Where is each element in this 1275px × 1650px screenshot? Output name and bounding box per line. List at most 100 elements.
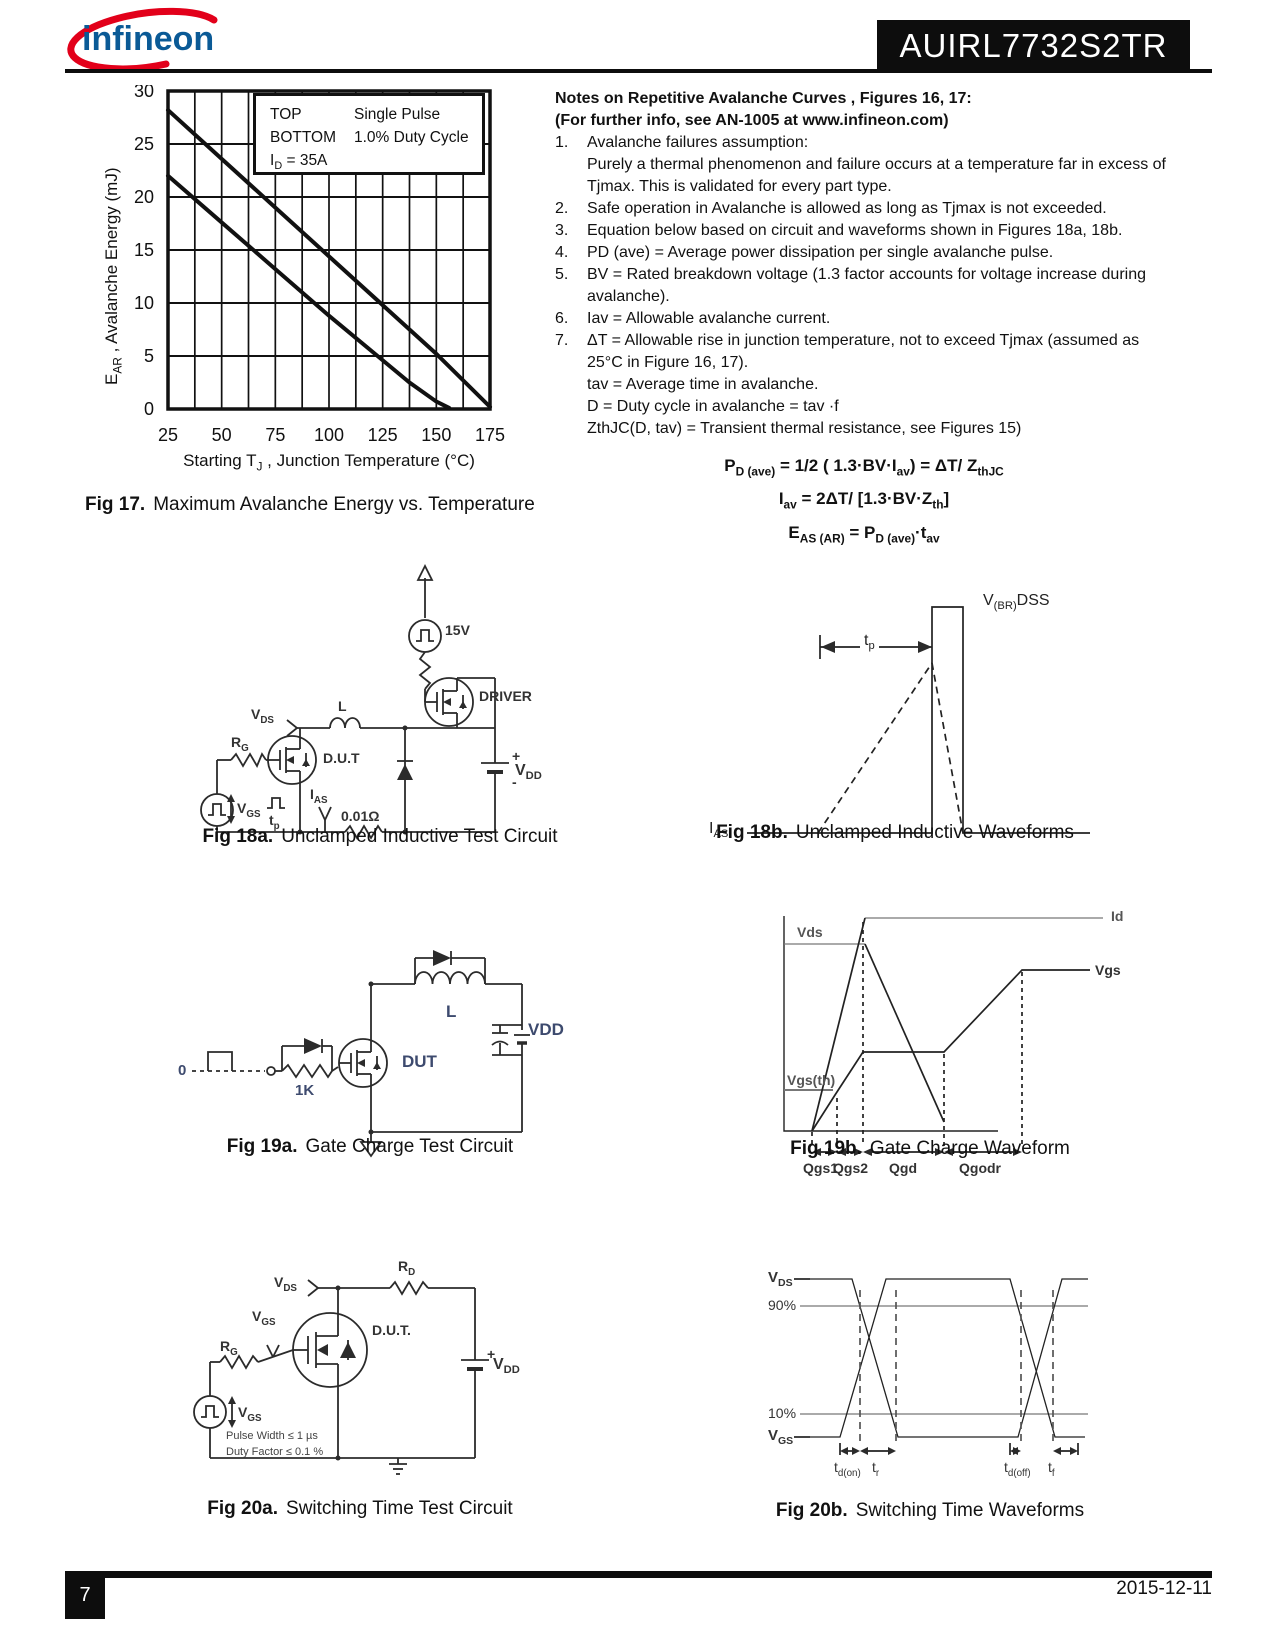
label-10pct: 10%	[768, 1405, 797, 1421]
svg-text:30: 30	[134, 85, 154, 101]
equation-iav: Iav = 2ΔT/ [1.3·BV·Zth]	[778, 489, 950, 512]
fig18b-caption: Fig 18b. Unclamped Inductive Waveforms	[716, 822, 1074, 843]
label-tf: tf	[1048, 1459, 1055, 1479]
svg-text:25: 25	[158, 425, 178, 445]
part-number-banner: AUIRL7732S2TR	[877, 20, 1190, 70]
label-qgd: Qgd	[889, 1160, 917, 1176]
y-axis-label: EAR , Avalanche Energy (mJ)	[102, 167, 125, 385]
label-tp: tp	[860, 632, 879, 653]
label-tdoff: td(off)	[1004, 1459, 1031, 1479]
svg-text:125: 125	[368, 425, 398, 445]
equation-pd: PD (ave) = 1/2 ( 1.3·BV·Iav) = ΔT/ ZthJC	[724, 456, 1004, 479]
fig20b-caption: Fig 20b. Switching Time Waveforms	[775, 1500, 1085, 1521]
circuit-drawing-20a	[193, 1279, 489, 1475]
label-shunt: 0.01Ω	[341, 808, 380, 824]
label-vdd: VDD	[528, 1020, 564, 1039]
page-number-box: 7	[65, 1571, 105, 1619]
label-vds: VDS	[768, 1269, 793, 1289]
fig19a-caption: Fig 19a. Gate Charge Test Circuit	[226, 1136, 514, 1157]
label-ias: IAS	[705, 820, 733, 841]
label-90pct: 90%	[768, 1297, 797, 1313]
switching-time-waveforms: VDS 90% 10% VGS td(on) tr td(off) tf	[748, 1205, 1118, 1480]
waveform-drawing-19b	[783, 916, 1103, 1156]
svg-text:50: 50	[212, 425, 232, 445]
label-driver: DRIVER	[479, 688, 532, 704]
label-duty-factor: Duty Factor ≤ 0.1 %	[226, 1446, 324, 1458]
label-plus: +	[512, 748, 521, 764]
equation-eas: EAS (AR) = PD (ave)·tav	[788, 522, 940, 546]
label-minus: -	[512, 774, 517, 790]
label-plus: +	[487, 1346, 496, 1362]
switching-time-test-circuit: VDS RD VGS D.U.T. RG VGS Pulse Width ≤ 1…	[180, 1200, 560, 1485]
fig19b-caption: Fig 19b. Gate Charge Waveform	[790, 1138, 1070, 1159]
label-vds: Vds	[797, 924, 823, 940]
svg-text:15: 15	[134, 240, 154, 260]
legend-value: Single Pulse	[354, 106, 441, 123]
label-rg: RG	[231, 734, 249, 754]
label-tr: tr	[872, 1459, 880, 1479]
label-vgs-src: VGS	[238, 1404, 262, 1424]
label-vgs: VGS	[237, 800, 261, 820]
svg-text:25: 25	[134, 134, 154, 154]
unclamped-inductive-test-circuit: 15V DRIVER L VDS RG D.U.T IAS VGS tp 0.0…	[195, 558, 545, 850]
label-vbrdss: V(BR)DSS	[983, 592, 1050, 613]
svg-text:100: 100	[314, 425, 344, 445]
unclamped-inductive-waveforms: tp V(BR)DSS IAS	[695, 556, 1095, 846]
label-ias: IAS	[310, 786, 328, 806]
circuit-drawing-18a	[200, 563, 509, 840]
label-rd: RD	[398, 1258, 416, 1278]
avalanche-equations: PD (ave) = 1/2 ( 1.3·BV·Iav) = ΔT/ ZthJC…	[555, 452, 1173, 552]
note-item: tav = Average time in avalanche.	[587, 376, 819, 393]
note-item: 2. Safe operation in Avalanche is allowed…	[555, 200, 1107, 217]
note-item: 3. Equation below based on circuit and wa…	[555, 222, 1123, 239]
fig17-caption: Fig 17. Maximum Avalanche Energy vs. Temp…	[85, 494, 535, 515]
svg-text:175: 175	[475, 425, 505, 445]
label-pulse-width: Pulse Width ≤ 1 µs	[226, 1430, 318, 1442]
note-item: 1. Avalanche failures assumption: Purely …	[555, 134, 1166, 195]
svg-text:10: 10	[134, 293, 154, 313]
svg-text:150: 150	[421, 425, 451, 445]
label-dut: D.U.T.	[372, 1322, 411, 1338]
x-axis-label: Starting TJ , Junction Temperature (°C)	[183, 451, 475, 474]
label-tdon: td(on)	[834, 1459, 861, 1479]
chart-legend: TOP Single Pulse BOTTOM 1.0% Duty Cycle ID…	[253, 93, 485, 175]
waveform-drawing-20b	[794, 1278, 1088, 1455]
svg-text:5: 5	[144, 346, 154, 366]
label-qgs1: Qgs1	[803, 1160, 839, 1176]
label-vds: VDS	[274, 1274, 297, 1294]
label-rg: RG	[220, 1338, 238, 1358]
footer-rule	[65, 1571, 1212, 1578]
label-id: Id	[1111, 908, 1124, 924]
avalanche-energy-chart: 25 50 75 100 125 150 175 0 5 10 15 20 25 30 TOP Single…	[78, 81, 568, 485]
footer-date: 2015-12-11	[1116, 1578, 1212, 1599]
legend-value: 1.0% Duty Cycle	[354, 129, 469, 146]
notes-section: Notes on Repetitive Avalanche Curves , F…	[555, 88, 1175, 440]
label-inductor: L	[446, 1002, 457, 1021]
label-tp: tp	[269, 812, 280, 832]
label-qgodr: Qgodr	[959, 1160, 1001, 1176]
svg-text:20: 20	[134, 187, 154, 207]
note-item: 5. BV = Rated breakdown voltage (1.3 fact…	[555, 266, 1151, 305]
notes-title-1: Notes on Repetitive Avalanche Curves , F…	[555, 90, 972, 107]
label-1k: 1K	[295, 1082, 315, 1099]
legend-key: TOP	[270, 106, 302, 123]
label-vdd: VDD	[493, 1356, 520, 1377]
legend-key: BOTTOM	[270, 129, 337, 146]
part-number: AUIRL7732S2TR	[899, 27, 1168, 64]
gate-charge-test-circuit: 0 1K DUT L VDD	[170, 880, 570, 1180]
gate-charge-waveform: Id Vds Vgs(th) Vgs Qgs1 Qgs2 Qgd Qgodr	[745, 862, 1145, 1192]
label-vdd: VDD	[515, 762, 542, 783]
note-item: 7. ΔT = Allowable rise in junction temper…	[555, 332, 1144, 371]
svg-text:0: 0	[144, 399, 154, 419]
label-dut: DUT	[402, 1052, 437, 1071]
label-15v: 15V	[445, 622, 470, 638]
infineon-logo: infineon	[67, 7, 218, 72]
label-qgs2: Qgs2	[833, 1160, 869, 1176]
label-dut: D.U.T	[323, 750, 360, 766]
label-vgsth: Vgs(th)	[787, 1072, 836, 1088]
legend-id-condition: ID = 35A	[270, 152, 328, 173]
fig18a-caption: Fig 18a. Unclamped Inductive Test Circuit	[202, 826, 558, 847]
note-item: D = Duty cycle in avalanche = tav ·f	[587, 398, 839, 415]
label-vgs: VGS	[768, 1427, 794, 1447]
